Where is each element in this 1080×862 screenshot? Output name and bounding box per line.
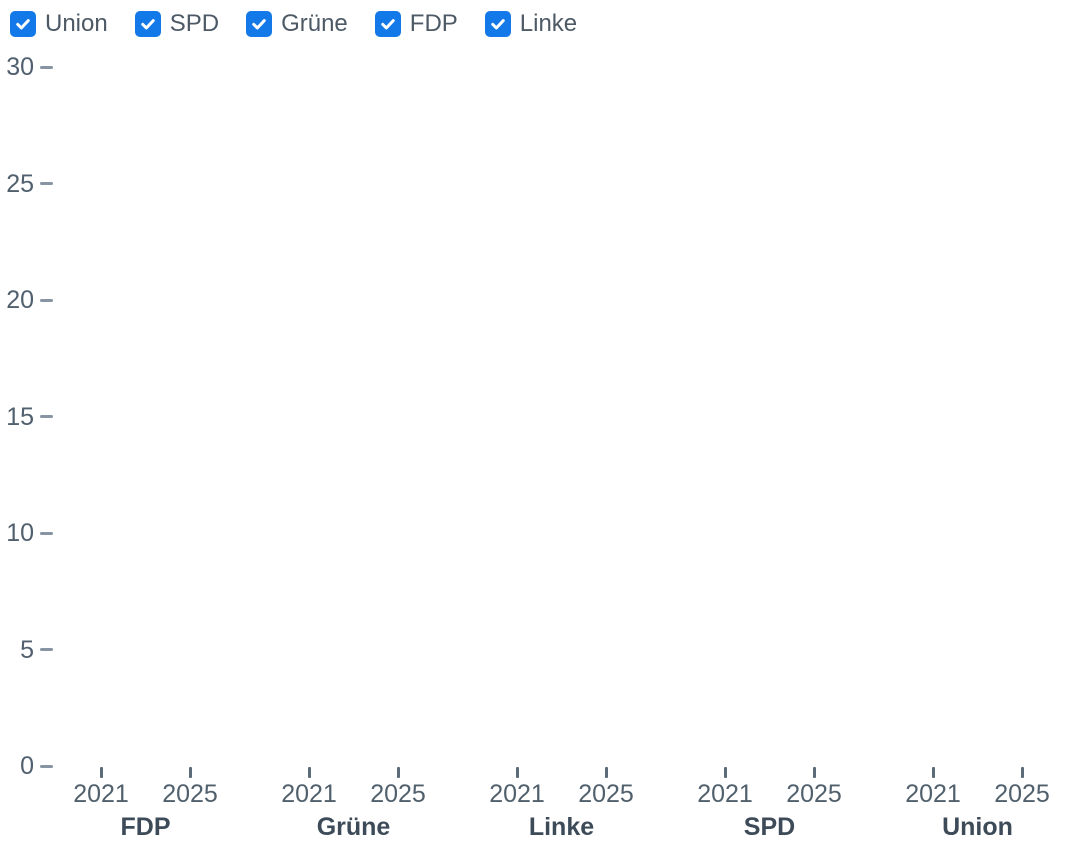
filter-label: SPD bbox=[169, 10, 220, 37]
y-tick-mark bbox=[40, 182, 53, 185]
x-year-label: 2025 bbox=[370, 780, 426, 808]
y-tick-mark bbox=[40, 65, 53, 69]
x-year-label: 2025 bbox=[994, 780, 1050, 808]
x-year-label: 2025 bbox=[162, 780, 218, 808]
checkbox-icon[interactable] bbox=[246, 11, 273, 37]
x-year-label: 2021 bbox=[697, 780, 753, 808]
y-tick-mark bbox=[40, 298, 53, 302]
y-tick-mark bbox=[40, 531, 53, 535]
x-year-label: 2021 bbox=[73, 780, 129, 808]
check-icon bbox=[16, 19, 30, 30]
x-tick-mark bbox=[516, 767, 519, 778]
filter-label: Linke bbox=[519, 10, 578, 37]
filter-checkbox-union[interactable]: Union bbox=[10, 11, 108, 37]
y-tick-label: 10 bbox=[6, 519, 34, 547]
party-label-grüne: Grüne bbox=[316, 813, 391, 841]
x-year-label: 2021 bbox=[281, 780, 337, 808]
y-tick-label: 5 bbox=[20, 635, 34, 664]
y-tick-label: 25 bbox=[6, 169, 34, 198]
party-label-union: Union bbox=[942, 813, 1013, 841]
y-tick-mark bbox=[40, 415, 53, 418]
y-tick-label: 15 bbox=[6, 402, 34, 431]
filter-checkbox-grüne[interactable]: Grüne bbox=[246, 11, 348, 37]
y-tick-mark bbox=[40, 648, 53, 651]
x-year-label: 2025 bbox=[786, 780, 842, 808]
x-year-label: 2021 bbox=[489, 780, 545, 808]
party-label-linke: Linke bbox=[528, 813, 595, 841]
x-tick-mark bbox=[189, 767, 192, 778]
party-label-fdp: FDP bbox=[120, 813, 171, 841]
check-icon bbox=[252, 19, 266, 30]
x-tick-mark bbox=[100, 767, 103, 778]
filter-label: Grüne bbox=[281, 10, 348, 37]
x-year-label: 2021 bbox=[905, 780, 961, 808]
y-tick-mark bbox=[40, 764, 53, 768]
checkbox-icon[interactable] bbox=[134, 11, 161, 37]
x-tick-mark bbox=[1021, 767, 1024, 778]
check-icon bbox=[381, 19, 395, 30]
y-tick-label: 30 bbox=[6, 53, 34, 81]
x-tick-mark bbox=[724, 767, 727, 778]
checkbox-icon[interactable] bbox=[374, 11, 401, 37]
y-tick-label: 0 bbox=[20, 752, 34, 780]
checkbox-icon[interactable] bbox=[484, 11, 511, 37]
check-icon bbox=[491, 19, 505, 30]
x-tick-mark bbox=[397, 767, 400, 778]
filter-bar: Union SPD Grüne FDP Linke bbox=[10, 11, 577, 37]
filter-label: FDP bbox=[409, 10, 458, 37]
filter-checkbox-fdp[interactable]: FDP bbox=[374, 10, 458, 37]
filter-checkbox-linke[interactable]: Linke bbox=[484, 10, 578, 37]
y-tick-label: 20 bbox=[6, 286, 34, 314]
party-label-spd: SPD bbox=[743, 813, 796, 841]
x-tick-mark bbox=[605, 767, 608, 778]
x-tick-mark bbox=[813, 767, 816, 778]
x-tick-mark bbox=[308, 767, 311, 778]
x-year-label: 2025 bbox=[578, 780, 634, 808]
filter-checkbox-spd[interactable]: SPD bbox=[134, 10, 220, 37]
checkbox-icon[interactable] bbox=[10, 11, 36, 37]
check-icon bbox=[140, 19, 155, 30]
filter-label: Union bbox=[45, 10, 108, 37]
x-tick-mark bbox=[932, 767, 935, 778]
